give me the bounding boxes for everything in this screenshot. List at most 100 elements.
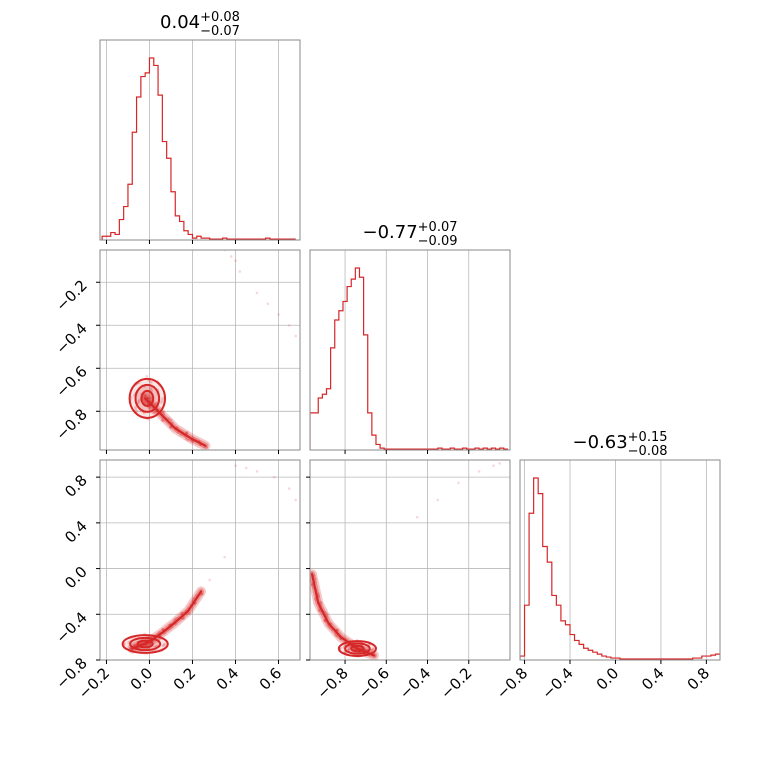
sample-point	[294, 498, 297, 502]
title-minus: −0.07	[200, 24, 240, 39]
sample-point	[310, 583, 314, 587]
histogram-step	[520, 477, 720, 660]
panel-frame	[519, 459, 721, 661]
sample-point	[169, 418, 173, 422]
sample-point	[132, 644, 136, 647]
sample-point	[133, 405, 137, 409]
sample-point	[191, 440, 195, 444]
sample-point	[492, 464, 495, 468]
y-tick-label: 0.8	[61, 471, 91, 501]
sample-point	[255, 470, 259, 473]
x-tick-label: 0.0	[127, 664, 157, 694]
sample-point	[436, 498, 440, 502]
panel-frame	[309, 459, 511, 661]
plot-area	[520, 477, 720, 660]
sample-point	[149, 396, 153, 400]
plot-area	[310, 462, 501, 660]
sample-point	[334, 633, 338, 637]
sample-point	[161, 644, 165, 648]
sample-point	[266, 302, 270, 306]
sample-point	[336, 628, 339, 632]
sample-point	[169, 425, 172, 429]
sample-point	[161, 628, 165, 631]
y-tick-label: −0.6	[52, 362, 90, 400]
sample-point	[370, 648, 374, 652]
histogram-step	[101, 57, 296, 240]
sample-point	[143, 394, 147, 398]
x-tick-label: 0.8	[684, 664, 714, 694]
y-tick-label: −0.4	[52, 608, 90, 646]
sample-point	[184, 437, 188, 441]
sample-point	[153, 403, 157, 406]
y-tick-label: −0.2	[52, 276, 90, 314]
panel-frame	[99, 459, 301, 661]
plot-area	[121, 464, 297, 655]
sample-point	[181, 617, 185, 621]
sample-point	[347, 647, 351, 651]
sample-point	[179, 433, 183, 437]
plot-area	[310, 267, 508, 450]
sample-point	[317, 594, 321, 598]
contour-tail	[131, 590, 203, 650]
title-minus: −0.09	[418, 234, 458, 249]
x-tick-label: −0.8	[313, 664, 351, 702]
x-tick-label: −0.4	[396, 664, 434, 702]
panel-scatter-2-0: −0.2 0.0 0.2 0.4 0.6−0.8−0.40.00.40.8	[52, 459, 301, 703]
x-tick-label: −0.8	[493, 664, 531, 702]
panel-frame	[99, 249, 301, 451]
sample-point	[318, 600, 322, 604]
sample-point	[180, 611, 184, 615]
title-plus: +0.15	[628, 430, 668, 445]
x-tick-label: 0.6	[256, 664, 286, 694]
sample-point	[498, 462, 501, 465]
sample-point	[314, 598, 317, 601]
panel-frame	[309, 249, 511, 451]
sample-point	[150, 388, 153, 392]
contour-tail	[144, 397, 207, 447]
sample-point	[208, 578, 211, 582]
sample-point	[148, 379, 152, 383]
sample-point	[223, 555, 227, 559]
sample-point	[205, 446, 209, 450]
sample-point	[160, 418, 164, 422]
sample-point	[161, 419, 165, 423]
sample-point	[457, 481, 460, 485]
x-tick-label: 0.2	[170, 664, 200, 694]
sample-point	[174, 617, 178, 620]
sample-point	[162, 643, 166, 647]
grid-lines	[100, 250, 300, 450]
sample-point	[201, 592, 204, 596]
panel-hist-1: −0.77+0.07−0.09	[309, 220, 511, 454]
sample-point	[188, 611, 191, 615]
contour-tail	[310, 573, 376, 657]
sample-point	[161, 397, 165, 400]
sample-point	[134, 407, 138, 411]
sample-point	[137, 400, 141, 403]
sample-point	[238, 270, 242, 273]
sample-point	[319, 601, 323, 605]
panel-frame	[99, 39, 301, 241]
sample-point	[192, 596, 196, 600]
histogram-step	[310, 267, 508, 450]
panel-scatter-2-1: −0.8 −0.6 −0.4 −0.2	[306, 459, 511, 703]
y-tick-label: 0.0	[61, 563, 91, 593]
sample-point	[244, 466, 248, 470]
title-median: −0.63	[572, 432, 627, 453]
panel-hist-2: −0.63+0.15−0.08 −0.8 −0.4 0.0 0.4 0.8	[493, 430, 721, 703]
sample-point	[143, 401, 147, 404]
sample-point	[128, 646, 132, 650]
sample-point	[287, 487, 291, 490]
sample-point	[234, 464, 237, 468]
x-tick-label: −0.6	[355, 664, 393, 702]
x-tick-label: −0.2	[437, 664, 475, 702]
sample-point	[336, 635, 339, 638]
sample-point	[159, 401, 163, 404]
panel-scatter-1-0: −0.8 −0.6 −0.4 −0.2	[52, 249, 301, 454]
sample-point	[163, 642, 167, 646]
plot-area	[128, 250, 297, 450]
sample-point	[185, 430, 189, 434]
grid-lines	[100, 460, 300, 661]
sample-point	[347, 648, 350, 652]
sample-point	[151, 411, 154, 415]
